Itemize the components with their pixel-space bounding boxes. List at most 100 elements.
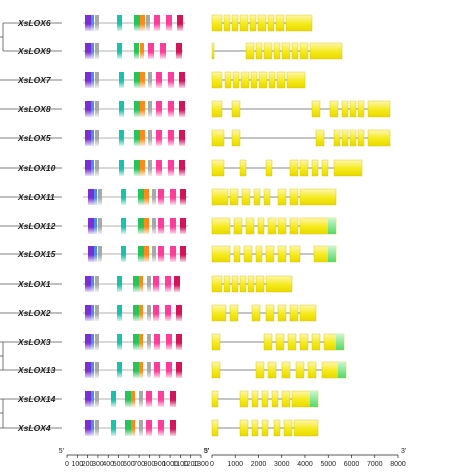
exon-box <box>299 188 337 206</box>
exon-box <box>333 129 341 147</box>
motif-box <box>152 246 156 262</box>
motif-box <box>95 101 99 117</box>
motif-box <box>158 189 164 205</box>
motif-shade <box>154 371 160 378</box>
gene-structure-row <box>211 419 319 437</box>
exon-box <box>289 304 299 322</box>
gene-label: XsLOX7 <box>17 75 52 85</box>
exon-box <box>321 159 329 177</box>
motif-box <box>179 130 185 146</box>
motif-shade <box>95 429 99 436</box>
motif-shade <box>85 139 91 146</box>
motif-box <box>91 391 94 407</box>
motif-box <box>180 189 186 205</box>
exon-box <box>255 361 265 379</box>
five-prime-label: 5' <box>59 448 64 455</box>
motif-box <box>98 189 102 205</box>
motif-box <box>111 420 116 436</box>
motif-shade <box>88 198 94 205</box>
exon-box <box>231 100 241 118</box>
utr-box <box>336 334 344 350</box>
tick-label: 1000 <box>162 461 178 468</box>
motif-shade <box>139 371 143 378</box>
motif-box <box>170 218 176 234</box>
motif-shade <box>148 52 154 59</box>
motif-row <box>83 43 183 59</box>
gene-label: XsLOX1 <box>17 279 51 289</box>
exon-box <box>245 217 255 235</box>
motif-shade <box>88 227 94 234</box>
motif-shade <box>94 227 97 234</box>
motif-box <box>91 362 94 378</box>
exon-box <box>299 42 309 60</box>
gene-structure-row <box>211 159 363 177</box>
motif-box <box>168 160 174 176</box>
exon-box <box>223 14 231 32</box>
exon-box <box>275 333 285 351</box>
tick-label: 300 <box>92 461 104 468</box>
motif-box <box>117 334 122 350</box>
motif-row <box>83 305 182 321</box>
motif-shade <box>95 110 99 117</box>
exon-box <box>311 100 321 118</box>
exon-box <box>251 390 259 408</box>
motif-box <box>121 189 126 205</box>
motif-shade <box>95 139 99 146</box>
motif-box <box>168 130 174 146</box>
motif-box <box>160 43 166 59</box>
tick-label: 1200 <box>183 461 199 468</box>
motif-box <box>98 218 102 234</box>
motif-shade <box>166 24 172 31</box>
exon-box <box>268 71 276 89</box>
motif-shade <box>94 198 97 205</box>
exon-box <box>277 304 287 322</box>
tick-label: 6000 <box>344 461 360 468</box>
motif-shade <box>168 81 174 88</box>
motif-shade <box>153 285 159 292</box>
motif-shade <box>95 81 99 88</box>
motif-shade <box>139 429 143 436</box>
exon-box <box>349 100 357 118</box>
exon-box <box>239 390 249 408</box>
motif-shade <box>125 429 131 436</box>
exon-box <box>255 42 263 60</box>
motif-box <box>144 218 149 234</box>
motif-box <box>168 101 174 117</box>
motif-box <box>85 276 91 292</box>
phylogenetic-tree <box>0 22 62 429</box>
motif-shade <box>134 24 140 31</box>
motif-shade <box>134 81 140 88</box>
exon-box <box>223 275 231 293</box>
motif-box <box>117 43 122 59</box>
motif-shade <box>156 110 162 117</box>
motif-shade <box>146 429 152 436</box>
motif-box <box>119 160 124 176</box>
motif-shade <box>95 400 99 407</box>
motif-shade <box>85 81 91 88</box>
motif-shade <box>117 285 122 292</box>
motif-box <box>95 276 99 292</box>
tick-label: 700 <box>133 461 145 468</box>
exon-box <box>265 304 275 322</box>
motif-box <box>133 305 139 321</box>
motif-shade <box>140 110 145 117</box>
exon-box <box>241 188 251 206</box>
exon-box <box>307 361 317 379</box>
motif-shade <box>121 255 126 262</box>
exon-box <box>333 159 363 177</box>
motif-shade <box>91 81 94 88</box>
motif-box <box>134 130 140 146</box>
gene-label: XsLOX10 <box>17 163 56 173</box>
gene-structure-row <box>211 188 337 206</box>
gene-label: XsLOX3 <box>17 337 51 347</box>
motif-box <box>85 160 91 176</box>
motif-box <box>139 420 143 436</box>
motif-shade <box>121 227 126 234</box>
motif-box <box>91 305 94 321</box>
motif-box <box>119 72 124 88</box>
exon-box <box>277 217 287 235</box>
exon-box <box>211 333 221 351</box>
motif-box <box>125 420 131 436</box>
motif-box <box>117 305 122 321</box>
motif-shade <box>140 169 145 176</box>
